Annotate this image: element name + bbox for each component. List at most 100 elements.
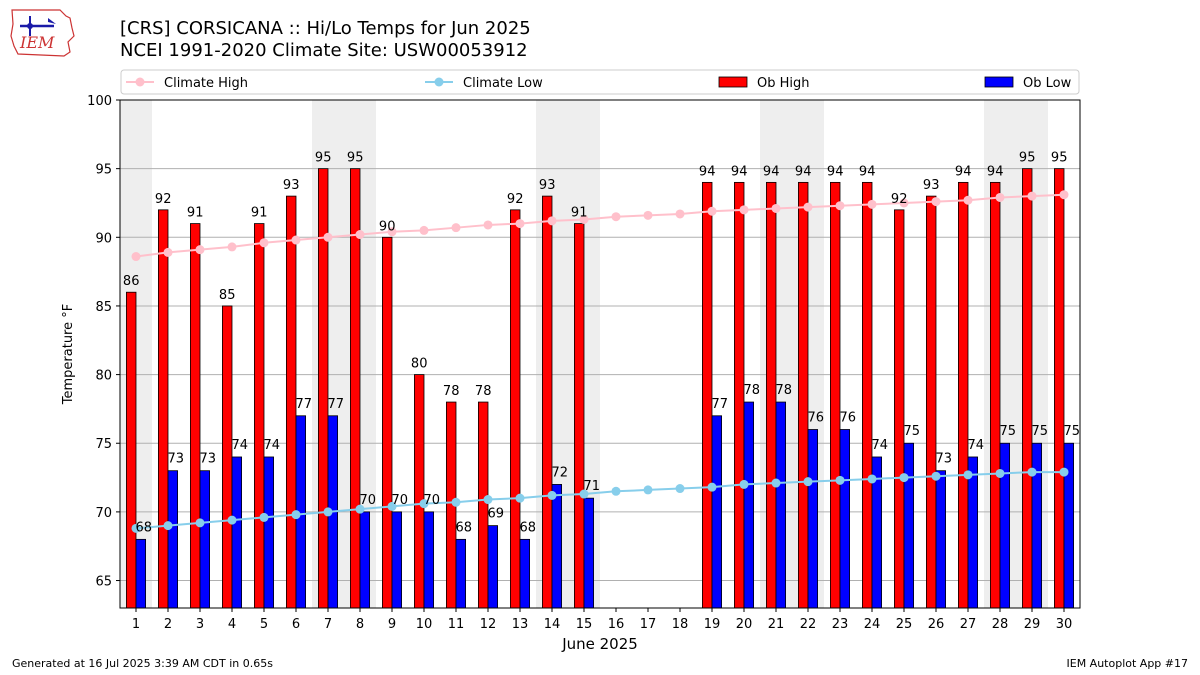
ob-low-value-label: 77	[296, 397, 313, 412]
ob-low-bar	[455, 538, 467, 608]
ob-low-value-label: 70	[360, 493, 377, 508]
ob-high-bar	[926, 195, 937, 608]
x-tick-label: 20	[736, 617, 753, 632]
climate-high-point	[547, 216, 557, 226]
ob-high-bar	[509, 209, 521, 608]
ob-high-bar	[477, 401, 489, 608]
ob-high-value-label: 94	[955, 164, 972, 179]
climate-high-point	[227, 242, 237, 252]
climate-high-point	[707, 206, 717, 216]
climate-low-point	[995, 468, 1005, 478]
chart-title: [CRS] CORSICANA :: Hi/Lo Temps for Jun 2…	[120, 18, 531, 62]
ob-low-value-label: 72	[552, 465, 569, 480]
ob-high-bar	[189, 223, 201, 608]
ob-high-value-label: 91	[571, 206, 588, 221]
climate-high-point	[163, 247, 173, 257]
climate-high-point	[579, 214, 589, 224]
ob-low-bar	[583, 497, 595, 608]
climate-high-point	[483, 220, 493, 230]
ob-high-bar	[317, 168, 329, 608]
climate-low-point	[771, 478, 781, 488]
ob-low-bar	[903, 442, 915, 608]
ob-low-bar	[519, 538, 531, 608]
climate-high-point	[931, 197, 941, 207]
ob-low-bar	[391, 511, 403, 608]
ob-high-value-label: 92	[891, 192, 908, 207]
ob-low-bar	[1031, 442, 1043, 608]
legend-ob-high-label: Ob High	[757, 76, 810, 91]
ob-high-value-label: 92	[155, 192, 172, 207]
climate-low-point	[291, 510, 301, 520]
y-tick-label: 70	[95, 506, 112, 521]
climate-high-point	[419, 225, 429, 235]
x-tick-label: 27	[960, 617, 977, 632]
x-tick-label: 22	[800, 617, 817, 632]
climate-low-point	[323, 507, 333, 517]
climate-high-point	[963, 195, 973, 205]
ob-low-bar	[551, 484, 563, 608]
x-tick-label: 7	[324, 617, 332, 632]
y-tick-label: 100	[87, 94, 112, 109]
climate-high-point	[291, 235, 301, 245]
x-tick-label: 21	[768, 617, 785, 632]
ob-low-bar	[743, 401, 755, 608]
ob-low-value-label: 70	[392, 493, 409, 508]
ob-high-value-label: 94	[731, 164, 748, 179]
climate-low-point	[675, 484, 685, 494]
climate-high-point	[323, 232, 333, 242]
plot-area	[126, 168, 1075, 608]
x-tick-label: 1	[132, 617, 140, 632]
ob-low-bar	[231, 456, 243, 608]
x-tick-label: 10	[416, 617, 433, 632]
ob-low-value-label: 74	[968, 438, 985, 453]
legend-ob-low-label: Ob Low	[1023, 76, 1072, 91]
ob-high-bar	[253, 223, 265, 608]
climate-low-point	[131, 523, 141, 533]
ob-low-value-label: 70	[424, 493, 441, 508]
x-tick-label: 30	[1056, 617, 1073, 632]
x-tick-label: 2	[164, 617, 172, 632]
climate-low-point	[163, 521, 173, 531]
climate-high-point	[835, 201, 845, 211]
climate-low-line	[135, 471, 1064, 530]
legend-ob-high-swatch	[718, 76, 748, 88]
climate-high-point	[451, 223, 461, 233]
x-tick-label: 3	[196, 617, 204, 632]
ob-high-value-label: 94	[827, 164, 844, 179]
footer-generated: Generated at 16 Jul 2025 3:39 AM CDT in …	[12, 657, 273, 670]
ob-high-bar	[958, 181, 969, 608]
x-tick-label: 5	[260, 617, 268, 632]
ob-high-value-label: 90	[379, 219, 396, 234]
x-tick-label: 25	[896, 617, 913, 632]
x-tick-label: 24	[864, 617, 881, 632]
ob-low-value-label: 74	[264, 438, 281, 453]
ob-low-bar	[199, 470, 211, 608]
ob-low-value-label: 69	[488, 507, 505, 522]
y-tick-label: 85	[95, 300, 112, 315]
legend-ob-low-swatch	[984, 76, 1014, 88]
x-tick-label: 26	[928, 617, 945, 632]
legend: Climate High Climate Low Ob High Ob Low	[120, 69, 1080, 95]
climate-high-point	[611, 212, 621, 222]
climate-low-point	[643, 485, 653, 495]
x-tick-label: 29	[1024, 617, 1041, 632]
ob-low-value-label: 78	[776, 383, 793, 398]
ob-high-bar	[413, 374, 425, 608]
ob-low-bar	[487, 525, 499, 608]
ob-low-bar	[359, 511, 371, 608]
ob-high-value-label: 94	[859, 164, 876, 179]
climate-high-point	[195, 245, 205, 255]
ob-low-bar	[775, 401, 787, 608]
ob-high-bar	[862, 181, 873, 608]
y-tick-label: 75	[95, 437, 112, 452]
iem-logo: IEM	[10, 9, 75, 57]
ob-low-value-label: 75	[1064, 424, 1081, 439]
ob-high-value-label: 94	[763, 164, 780, 179]
ob-low-bar	[711, 415, 723, 608]
ob-high-value-label: 93	[923, 178, 940, 193]
ob-high-bar	[221, 305, 233, 608]
x-tick-label: 23	[832, 617, 849, 632]
climate-low-point	[579, 489, 589, 499]
climate-high-point	[515, 219, 525, 229]
